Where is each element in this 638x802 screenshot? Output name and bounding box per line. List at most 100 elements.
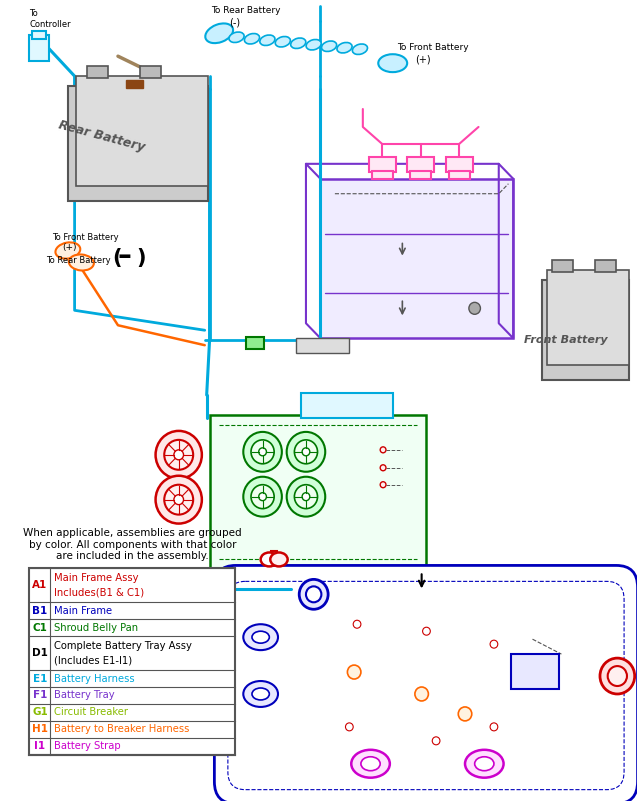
Ellipse shape xyxy=(352,44,367,55)
Bar xyxy=(511,654,560,689)
Circle shape xyxy=(164,484,193,515)
Bar xyxy=(449,171,470,179)
Circle shape xyxy=(346,723,353,731)
Circle shape xyxy=(286,476,325,516)
Text: –: – xyxy=(118,241,132,269)
Circle shape xyxy=(302,492,310,500)
Text: C1: C1 xyxy=(33,622,47,633)
Ellipse shape xyxy=(243,681,278,707)
Circle shape xyxy=(302,448,310,456)
Ellipse shape xyxy=(271,553,288,566)
Text: To Front Battery: To Front Battery xyxy=(397,43,469,52)
Ellipse shape xyxy=(252,688,269,700)
Bar xyxy=(87,66,108,78)
Text: Battery Harness: Battery Harness xyxy=(54,674,135,683)
Text: G1: G1 xyxy=(32,707,48,718)
Circle shape xyxy=(156,476,202,524)
Ellipse shape xyxy=(337,43,352,53)
Text: Battery Tray: Battery Tray xyxy=(54,691,115,700)
Ellipse shape xyxy=(352,750,390,778)
Circle shape xyxy=(469,302,480,314)
Bar xyxy=(407,157,434,172)
Bar xyxy=(126,80,143,88)
Text: (  ): ( ) xyxy=(113,249,147,269)
Circle shape xyxy=(243,432,282,472)
Circle shape xyxy=(251,484,274,508)
Circle shape xyxy=(306,586,322,602)
Circle shape xyxy=(259,448,267,456)
Bar xyxy=(371,171,393,179)
Text: To Front Battery: To Front Battery xyxy=(52,233,119,241)
Ellipse shape xyxy=(260,35,275,46)
FancyBboxPatch shape xyxy=(68,86,207,200)
Bar xyxy=(410,171,431,179)
Circle shape xyxy=(286,432,325,472)
Ellipse shape xyxy=(465,750,503,778)
Text: are included in the assembly.: are included in the assembly. xyxy=(56,552,209,561)
Text: Shroud Belly Pan: Shroud Belly Pan xyxy=(54,622,138,633)
Text: B1: B1 xyxy=(33,606,47,616)
Ellipse shape xyxy=(275,37,290,47)
Text: Main Frame Assy: Main Frame Assy xyxy=(54,573,139,583)
Text: (+): (+) xyxy=(62,242,77,252)
Text: Front Battery: Front Battery xyxy=(524,335,608,345)
Text: E1: E1 xyxy=(33,674,47,683)
Circle shape xyxy=(348,665,361,679)
Ellipse shape xyxy=(600,658,635,694)
Text: Battery Strap: Battery Strap xyxy=(54,741,121,751)
Ellipse shape xyxy=(244,34,260,44)
Bar xyxy=(552,261,573,273)
Ellipse shape xyxy=(291,38,306,48)
Ellipse shape xyxy=(475,757,494,771)
Circle shape xyxy=(156,431,202,479)
Text: Complete Battery Tray Assy: Complete Battery Tray Assy xyxy=(54,641,192,650)
Ellipse shape xyxy=(607,666,627,686)
Text: F1: F1 xyxy=(33,691,47,700)
Text: Battery to Breaker Harness: Battery to Breaker Harness xyxy=(54,724,189,735)
Ellipse shape xyxy=(205,23,233,43)
Bar xyxy=(29,35,48,61)
Bar xyxy=(301,393,393,418)
Text: When applicable, assemblies are grouped: When applicable, assemblies are grouped xyxy=(23,528,242,537)
Ellipse shape xyxy=(56,242,80,259)
Bar xyxy=(29,569,235,755)
Circle shape xyxy=(380,447,386,453)
Text: To
Controller: To Controller xyxy=(29,10,71,29)
Circle shape xyxy=(422,627,430,635)
Bar xyxy=(595,261,616,273)
FancyBboxPatch shape xyxy=(214,565,637,802)
Text: (Includes E1-I1): (Includes E1-I1) xyxy=(54,655,133,666)
Circle shape xyxy=(251,439,274,464)
Circle shape xyxy=(380,482,386,488)
Text: Main Frame: Main Frame xyxy=(54,606,112,616)
Bar xyxy=(446,157,473,172)
Circle shape xyxy=(259,492,267,500)
Circle shape xyxy=(294,484,318,508)
Bar xyxy=(547,270,629,365)
Text: D1: D1 xyxy=(32,648,48,658)
Bar xyxy=(140,66,161,78)
Text: To Rear Battery: To Rear Battery xyxy=(211,6,281,15)
Ellipse shape xyxy=(261,553,278,566)
Bar xyxy=(296,338,350,353)
Circle shape xyxy=(380,465,386,471)
Ellipse shape xyxy=(361,757,380,771)
FancyBboxPatch shape xyxy=(75,76,207,186)
Bar xyxy=(320,179,513,338)
Text: A1: A1 xyxy=(33,581,47,590)
Bar xyxy=(209,415,426,569)
Circle shape xyxy=(490,723,498,731)
Text: (-): (-) xyxy=(229,18,240,27)
Circle shape xyxy=(174,495,184,504)
Bar xyxy=(32,31,46,39)
Text: (+): (+) xyxy=(415,55,431,64)
Ellipse shape xyxy=(229,32,244,43)
Text: Circuit Breaker: Circuit Breaker xyxy=(54,707,128,718)
Bar xyxy=(369,157,396,172)
Text: H1: H1 xyxy=(32,724,48,735)
Text: Includes(B1 & C1): Includes(B1 & C1) xyxy=(54,588,144,597)
Ellipse shape xyxy=(69,254,94,270)
Bar xyxy=(542,281,629,380)
Circle shape xyxy=(415,687,428,701)
Text: Rear Battery: Rear Battery xyxy=(57,118,146,154)
